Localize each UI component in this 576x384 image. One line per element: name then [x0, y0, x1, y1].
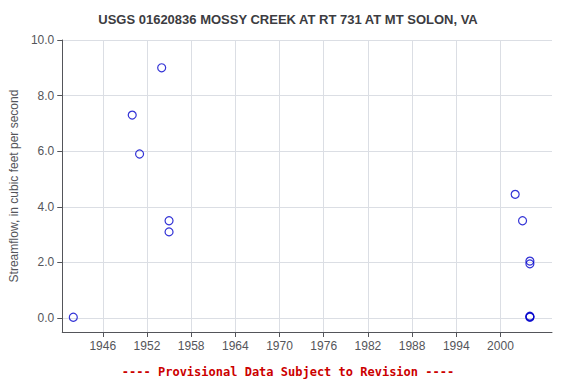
svg-text:1964: 1964: [222, 339, 249, 353]
svg-text:1982: 1982: [355, 339, 382, 353]
svg-text:2000: 2000: [487, 339, 514, 353]
svg-text:6.0: 6.0: [38, 144, 55, 158]
svg-text:8.0: 8.0: [38, 89, 55, 103]
svg-text:1976: 1976: [310, 339, 337, 353]
svg-text:1970: 1970: [266, 339, 293, 353]
svg-text:1952: 1952: [134, 339, 161, 353]
svg-text:---- Provisional Data Subject: ---- Provisional Data Subject to Revisio…: [122, 365, 454, 379]
svg-text:0.0: 0.0: [38, 311, 55, 325]
svg-text:1958: 1958: [178, 339, 205, 353]
svg-text:2.0: 2.0: [38, 255, 55, 269]
svg-text:1946: 1946: [89, 339, 116, 353]
svg-text:4.0: 4.0: [38, 200, 55, 214]
svg-text:1988: 1988: [399, 339, 426, 353]
svg-text:Streamflow, in cubic feet per: Streamflow, in cubic feet per second: [7, 90, 21, 283]
svg-text:USGS 01620836 MOSSY CREEK AT R: USGS 01620836 MOSSY CREEK AT RT 731 AT M…: [98, 12, 478, 27]
svg-text:1994: 1994: [443, 339, 470, 353]
svg-text:10.0: 10.0: [31, 33, 55, 47]
